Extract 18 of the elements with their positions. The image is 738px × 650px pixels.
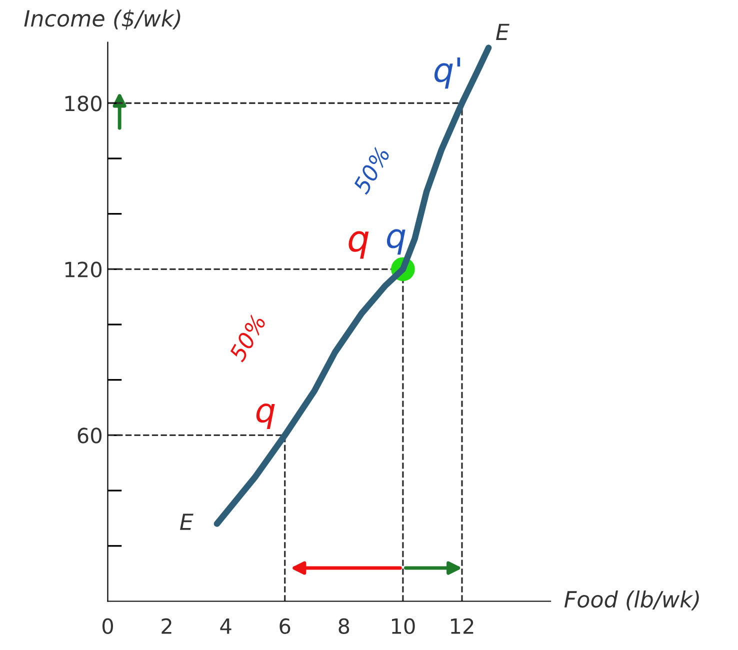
annotation: E: [180, 514, 194, 530]
y-axis-title: Income ($/wk): [24, 10, 180, 30]
y-tick-label: 60: [78, 428, 102, 444]
annotation: E: [496, 24, 510, 40]
y-tick-label: 120: [65, 262, 102, 278]
x-axis-title: Food (lb/wk): [564, 590, 699, 610]
x-tick-label: 0: [102, 618, 113, 634]
x-tick-label: 2: [162, 618, 172, 634]
x-tick-label: 4: [220, 618, 232, 634]
y-tick-label: 180: [65, 96, 102, 112]
x-tick-label: 6: [280, 618, 290, 634]
annotation: q: [386, 229, 406, 255]
x-tick-label: 12: [451, 618, 474, 634]
annotation: q: [256, 404, 275, 430]
x-tick-label: 10: [392, 618, 415, 634]
x-tick-label: 8: [338, 618, 350, 634]
annotation: q': [434, 57, 460, 89]
annotation: q: [348, 231, 369, 259]
